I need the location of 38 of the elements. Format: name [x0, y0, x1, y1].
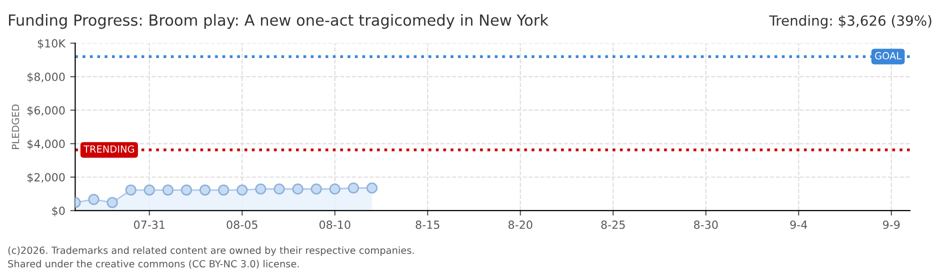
point [218, 184, 230, 196]
text: Trending: $3,626 (39%) [769, 15, 932, 29]
y-tick-label: $8,000 [28, 72, 65, 83]
point [180, 184, 192, 196]
y-tick-label: $0 [52, 206, 65, 216]
ref-line-label: GOAL [875, 52, 902, 60]
point [274, 183, 285, 195]
point [236, 184, 248, 196]
y-tick-label: $6,000 [28, 106, 65, 116]
x-tick-label: 08-10 [319, 220, 350, 229]
text: Shared under the creative commons (CC BY-NC 3.0) license. [8, 260, 299, 269]
point [329, 183, 340, 195]
text: (c)2026. Trademarks and related content are owned by their respective companies. [8, 246, 414, 256]
point [144, 184, 155, 196]
point [348, 182, 359, 194]
point [199, 184, 211, 196]
x-tick-label: 8-20 [508, 220, 532, 229]
x-tick-label: 8-15 [416, 220, 440, 229]
point [292, 183, 304, 195]
y-axis-title: PLEDGED [12, 104, 20, 149]
ref-line-label: TRENDING [84, 145, 134, 153]
x-tick-label: 8-25 [601, 220, 625, 229]
y-tick-label: $4,000 [28, 139, 65, 150]
point [106, 197, 118, 208]
point [310, 183, 322, 195]
point [255, 183, 266, 195]
x-tick-label: 9-4 [790, 220, 808, 229]
point [125, 184, 136, 196]
point [88, 194, 100, 205]
point [162, 184, 174, 196]
x-tick-label: 8-30 [694, 220, 718, 229]
y-tick-label: $10K [38, 38, 66, 50]
x-tick-label: 08-05 [226, 220, 258, 229]
y-tick-label: $2,000 [28, 172, 65, 183]
x-tick-label: 07-31 [134, 220, 165, 229]
point [366, 182, 378, 194]
x-tick-label: 9-9 [882, 220, 900, 229]
chart-title: Funding Progress: Broom play: A new one-act tragicomedy in New York [9, 14, 548, 29]
